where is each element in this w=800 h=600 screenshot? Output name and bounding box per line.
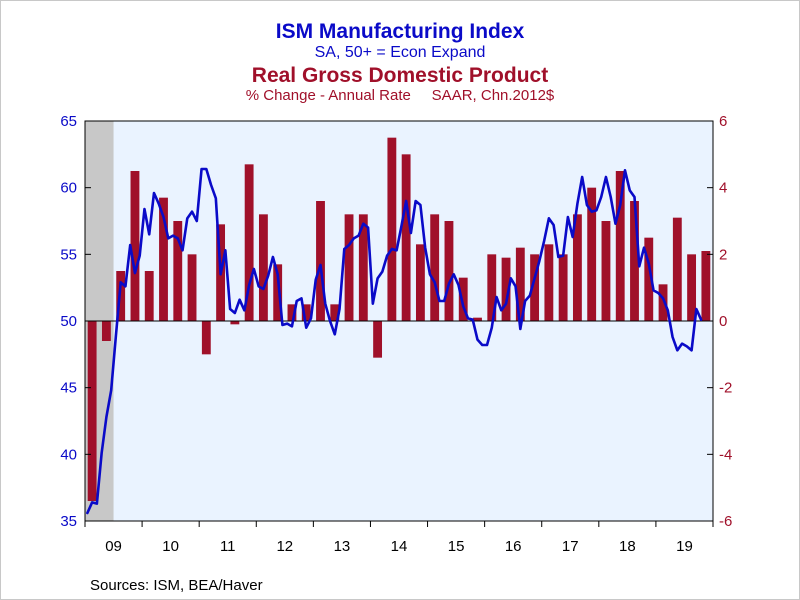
gdp-bar <box>415 244 425 321</box>
right-axis-tick-label: 6 <box>719 113 727 130</box>
gdp-bar <box>358 214 368 321</box>
gdp-bar <box>430 214 440 321</box>
gdp-bar <box>558 254 568 321</box>
gdp-bar <box>316 201 325 321</box>
gdp-bar <box>401 154 411 321</box>
gdp-bar <box>473 317 482 321</box>
gdp-bar <box>244 164 254 321</box>
right-axis-tick-label: 4 <box>719 180 727 197</box>
gdp-bar <box>187 254 197 321</box>
right-axis-tick-label: -4 <box>719 446 732 463</box>
gdp-bar <box>373 321 383 358</box>
gdp-subtitle: % Change - Annual Rate SAAR, Chn.2012$ <box>245 87 555 104</box>
gdp-bar <box>273 264 283 321</box>
gdp-title: Real Gross Domestic Product <box>251 64 549 87</box>
gdp-bar <box>230 321 240 325</box>
x-axis-tick-label: 18 <box>619 538 636 555</box>
source-note: Sources: ISM, BEA/Haver <box>90 577 263 594</box>
gdp-bar <box>701 251 711 321</box>
x-axis-tick-label: 12 <box>276 538 293 555</box>
gdp-bar <box>630 201 639 321</box>
gdp-bar <box>330 304 340 321</box>
gdp-bar <box>444 221 454 321</box>
ism-line <box>86 167 703 515</box>
gdp-bar <box>87 321 97 501</box>
gdp-bar <box>173 221 183 321</box>
x-axis-tick-label: 19 <box>676 538 693 555</box>
right-axis-tick-label: -6 <box>719 513 732 530</box>
gdp-bar <box>387 137 397 321</box>
ism-title: ISM Manufacturing Index <box>275 20 525 43</box>
left-axis-tick-label: 55 <box>60 246 77 263</box>
gdp-bar <box>501 257 511 321</box>
gdp-bar <box>144 271 154 321</box>
gdp-bar <box>572 214 582 321</box>
x-axis-tick-label: 17 <box>562 538 579 555</box>
gdp-bar <box>201 321 211 355</box>
gdp-bar <box>159 197 168 321</box>
gdp-bar <box>530 254 540 321</box>
gdp-bar <box>301 304 311 321</box>
left-axis-tick-label: 45 <box>60 380 77 397</box>
left-axis-tick-label: 65 <box>60 113 77 130</box>
gdp-bar <box>130 171 140 321</box>
gdp-bar <box>344 214 354 321</box>
x-axis-tick-label: 10 <box>162 538 179 555</box>
gdp-bar <box>544 244 554 321</box>
left-axis-tick-label: 50 <box>60 313 77 330</box>
left-axis-tick-label: 60 <box>60 180 77 197</box>
gdp-bar <box>587 187 597 321</box>
x-axis-tick-label: 16 <box>505 538 522 555</box>
x-axis-tick-label: 15 <box>448 538 465 555</box>
chart-titles: ISM Manufacturing Index SA, 50+ = Econ E… <box>0 20 800 104</box>
left-axis-tick-label: 35 <box>60 513 77 530</box>
right-axis-tick-label: -2 <box>719 380 732 397</box>
x-axis-tick-label: 13 <box>334 538 351 555</box>
ism-subtitle: SA, 50+ = Econ Expand <box>314 44 486 61</box>
gdp-bar <box>644 237 654 321</box>
gdp-bar <box>687 254 697 321</box>
x-axis-tick-label: 11 <box>220 538 236 555</box>
right-axis-tick-label: 0 <box>719 313 727 330</box>
gdp-bar <box>601 221 611 321</box>
gdp-bar <box>287 304 297 321</box>
right-axis-tick-label: 2 <box>719 246 727 263</box>
gdp-bar <box>615 171 625 321</box>
gdp-bar <box>487 254 497 321</box>
left-axis-tick-label: 40 <box>60 446 77 463</box>
gdp-bar <box>258 214 268 321</box>
gdp-bar <box>672 217 682 321</box>
x-axis-tick-label: 14 <box>391 538 408 555</box>
gdp-bar <box>658 284 668 321</box>
gdp-bar <box>101 321 111 341</box>
gdp-bar <box>458 277 468 321</box>
gdp-bar <box>515 247 525 321</box>
x-axis-tick-label: 09 <box>105 538 122 555</box>
